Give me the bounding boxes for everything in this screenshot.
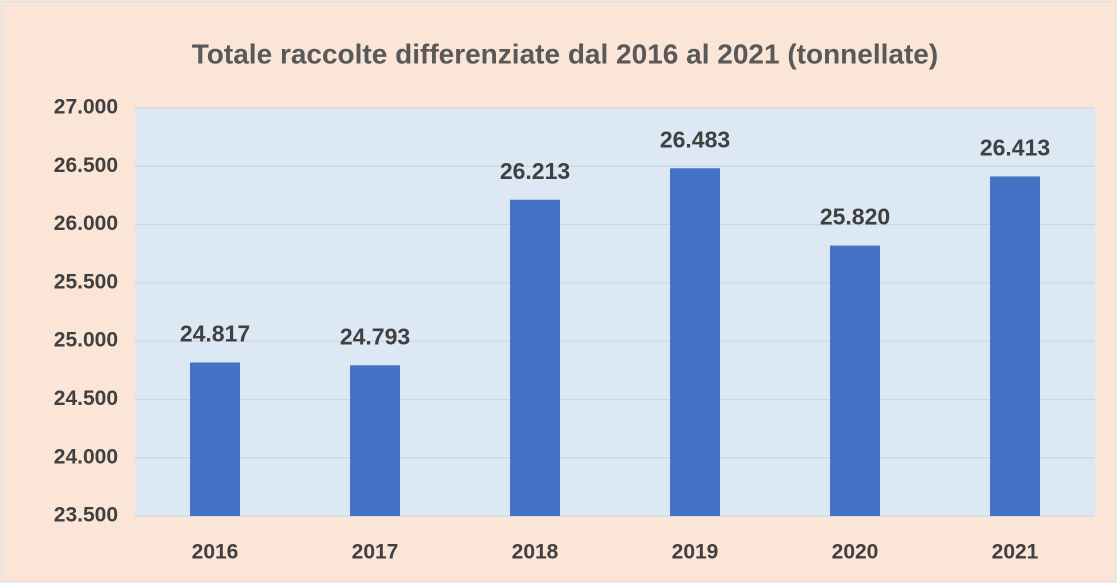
x-tick-label: 2020 <box>832 541 879 564</box>
chart-title: Totale raccolte differenziate dal 2016 a… <box>192 38 938 69</box>
x-tick-label: 2016 <box>192 541 239 564</box>
bar <box>350 365 400 516</box>
y-tick-label: 25.000 <box>54 329 118 352</box>
x-tick-label: 2018 <box>512 541 559 564</box>
y-tick-label: 23.500 <box>54 504 118 527</box>
data-label: 26.213 <box>500 158 570 184</box>
y-tick-label: 27.000 <box>54 96 118 119</box>
data-label: 25.820 <box>820 204 890 230</box>
y-tick-label: 26.000 <box>54 212 118 235</box>
x-tick-label: 2019 <box>672 541 719 564</box>
plot-area <box>135 108 1095 516</box>
bar <box>190 362 240 516</box>
x-tick-label: 2021 <box>992 541 1039 564</box>
bar <box>990 176 1040 516</box>
data-label: 26.483 <box>660 126 730 152</box>
y-tick-label: 24.000 <box>54 445 118 468</box>
y-tick-label: 26.500 <box>54 154 118 177</box>
data-label: 24.793 <box>340 323 410 349</box>
bar <box>830 245 880 516</box>
y-tick-label: 24.500 <box>54 387 118 410</box>
y-tick-label: 25.500 <box>54 270 118 293</box>
bar <box>510 199 560 517</box>
x-tick-label: 2017 <box>352 541 399 564</box>
data-label: 24.817 <box>180 321 250 347</box>
bar <box>670 168 720 516</box>
data-label: 26.413 <box>980 135 1050 161</box>
